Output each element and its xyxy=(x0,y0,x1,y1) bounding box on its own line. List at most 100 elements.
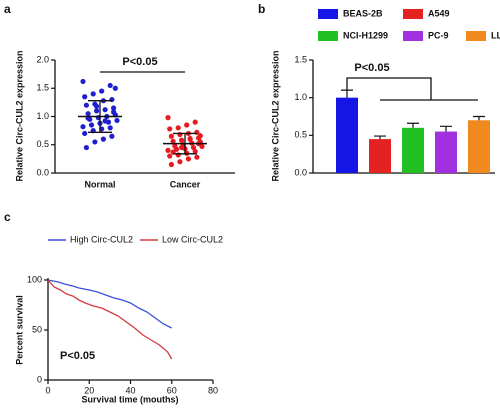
dot xyxy=(114,117,120,124)
dot xyxy=(94,103,100,109)
dot xyxy=(109,133,115,139)
dot xyxy=(167,126,173,132)
x-tick-label: Cancer xyxy=(170,179,201,189)
legend-swatch xyxy=(318,31,338,41)
panel-label: c xyxy=(4,210,11,224)
dot xyxy=(192,119,198,125)
dot xyxy=(82,130,88,137)
dot xyxy=(185,156,191,162)
survival-curve xyxy=(47,279,173,329)
panel-label: b xyxy=(258,2,265,16)
legend-label: Low Circ-CUL2 xyxy=(162,234,223,244)
dot xyxy=(90,91,96,97)
error-bar xyxy=(341,89,353,98)
dot xyxy=(107,125,113,131)
panel-label: a xyxy=(4,2,11,16)
y-tick-label: 100 xyxy=(27,274,42,284)
dot xyxy=(170,138,176,144)
dot xyxy=(112,85,118,91)
dot xyxy=(80,78,86,85)
bar xyxy=(468,120,490,173)
annotation: P<0.05 xyxy=(354,62,389,74)
dot xyxy=(168,133,174,139)
error-bar xyxy=(407,122,419,128)
bar xyxy=(369,139,391,173)
x-tick-label: 40 xyxy=(125,385,135,395)
dot xyxy=(102,118,108,124)
dot xyxy=(179,137,185,143)
bar xyxy=(336,97,358,173)
dot xyxy=(165,115,171,121)
dot xyxy=(80,124,86,130)
bar xyxy=(435,131,457,173)
y-tick-label: 0.0 xyxy=(294,167,307,177)
error-bar xyxy=(374,135,386,140)
legend-swatch xyxy=(403,31,423,41)
x-axis-label: Survival time (mouths) xyxy=(81,394,178,404)
y-tick-label: 1.0 xyxy=(36,111,49,121)
y-tick-label: 50 xyxy=(32,324,42,334)
dot xyxy=(99,88,105,94)
legend-label: NCI-H1299 xyxy=(343,30,388,40)
dot xyxy=(187,135,193,142)
y-tick-label: 0.0 xyxy=(36,167,49,177)
dot xyxy=(107,82,113,89)
legend-swatch xyxy=(466,31,486,41)
x-tick-label: 0 xyxy=(45,385,50,395)
dot xyxy=(111,109,117,115)
sd-bar xyxy=(88,100,112,133)
dot xyxy=(109,96,115,103)
x-tick-label: 60 xyxy=(167,385,177,395)
dot xyxy=(165,147,171,153)
annotation: P<0.05 xyxy=(122,56,157,68)
dot xyxy=(102,107,108,113)
dot xyxy=(85,111,91,117)
dot xyxy=(194,154,200,160)
legend-label: BEAS-2B xyxy=(343,8,383,18)
error-bar xyxy=(473,115,485,121)
dot xyxy=(167,153,173,159)
dot xyxy=(94,108,100,114)
y-tick-label: 0 xyxy=(37,374,42,384)
dot xyxy=(111,105,117,111)
y-tick-label: 1.5 xyxy=(294,54,307,64)
y-tick-label: 0.5 xyxy=(294,130,307,140)
dot xyxy=(175,152,181,158)
x-tick-label: Normal xyxy=(84,179,115,189)
y-tick-label: 1.0 xyxy=(294,92,307,102)
dot xyxy=(190,144,197,151)
legend-label: PC-9 xyxy=(428,30,449,40)
dot xyxy=(100,136,106,142)
dot xyxy=(197,133,203,139)
y-tick-label: 1.5 xyxy=(36,83,49,93)
legend-swatch xyxy=(318,9,338,19)
legend-label: LLC xyxy=(491,30,500,40)
dot xyxy=(88,122,95,128)
y-axis-label: Relative Circ-CUL2 expression xyxy=(14,50,24,181)
dot xyxy=(177,159,183,165)
legend-swatch xyxy=(403,9,423,19)
y-axis-label: Relative Circ-CUL2 expression xyxy=(270,50,280,181)
bar xyxy=(402,127,424,173)
dot xyxy=(92,139,98,145)
error-bar xyxy=(440,125,452,132)
y-tick-label: 0.5 xyxy=(36,139,49,149)
y-tick-label: 2.0 xyxy=(36,54,49,64)
legend-label: A549 xyxy=(428,8,450,18)
dot xyxy=(168,161,174,168)
significance-bracket xyxy=(346,77,478,101)
dot xyxy=(83,102,89,108)
dot xyxy=(184,122,190,128)
annotation: P<0.05 xyxy=(60,350,95,362)
legend-label: High Circ-CUL2 xyxy=(70,234,133,244)
dot xyxy=(83,144,89,151)
x-tick-label: 80 xyxy=(208,385,218,395)
dot xyxy=(177,131,183,138)
dot xyxy=(192,148,198,155)
x-tick-label: 20 xyxy=(84,385,94,395)
axis xyxy=(47,278,213,381)
dot xyxy=(179,144,185,151)
dot xyxy=(82,94,88,100)
sd-bar xyxy=(173,132,197,155)
